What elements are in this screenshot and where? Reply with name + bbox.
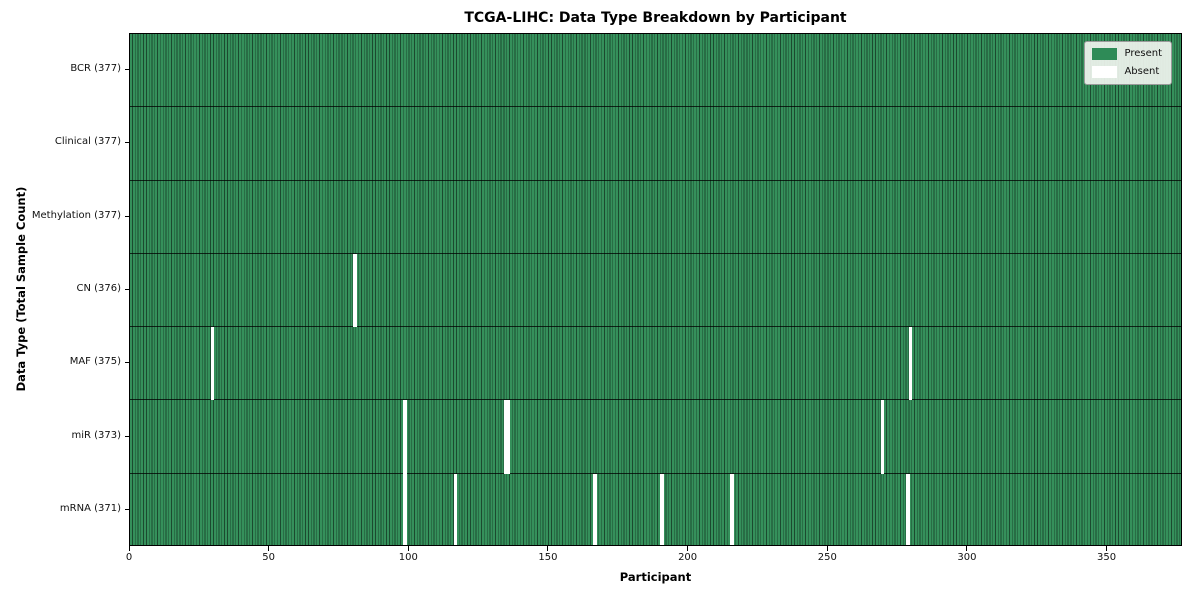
absent-marker	[660, 473, 664, 545]
legend-item-present: Present	[1092, 48, 1162, 60]
x-tick	[547, 546, 549, 551]
absent-marker	[403, 400, 407, 474]
absent-marker	[593, 473, 597, 545]
chart-title: TCGA-LIHC: Data Type Breakdown by Partic…	[464, 10, 847, 26]
y-tick	[124, 69, 129, 71]
x-tick-label: 350	[1097, 552, 1117, 563]
legend: Present Absent	[1084, 41, 1172, 85]
present-swatch-icon	[1092, 48, 1118, 60]
y-tick-label: CN (376)	[76, 283, 121, 294]
heatmap-row-mrna	[130, 473, 1181, 545]
legend-label-absent: Absent	[1124, 66, 1160, 77]
absent-marker	[908, 327, 913, 401]
y-tick-label: Clinical (377)	[54, 136, 121, 148]
absent-marker	[353, 253, 357, 328]
x-tick-label: 300	[957, 552, 977, 563]
x-tick-label: 150	[538, 552, 558, 563]
x-tick-label: 100	[398, 552, 418, 563]
heatmap-row-cn	[130, 253, 1181, 328]
x-tick-label: 200	[678, 552, 698, 563]
y-tick-label: Methylation (377)	[31, 209, 121, 221]
absent-marker	[730, 473, 734, 545]
heatmap-row-clinical	[130, 107, 1181, 181]
heatmap-row-bcr	[130, 34, 1181, 108]
heatmap-row-maf	[130, 327, 1181, 401]
y-tick-label: BCR (377)	[70, 63, 121, 75]
x-tick	[407, 546, 409, 551]
absent-marker	[906, 473, 910, 545]
plot-area: Present Absent	[129, 33, 1182, 546]
absent-marker	[210, 327, 215, 401]
y-tick	[124, 142, 129, 144]
x-tick	[966, 546, 968, 551]
absent-marker	[506, 400, 511, 474]
legend-label-present: Present	[1124, 48, 1162, 59]
y-tick	[124, 215, 129, 217]
y-tick	[124, 435, 129, 437]
y-tick	[124, 508, 129, 510]
x-tick	[268, 546, 270, 551]
y-tick	[124, 362, 129, 364]
legend-item-absent: Absent	[1092, 66, 1162, 78]
y-tick-label: MAF (375)	[69, 356, 121, 368]
heatmap-row-methylation	[130, 180, 1181, 254]
x-tick	[1106, 546, 1108, 551]
x-axis-label: Participant	[619, 570, 692, 584]
heatmap-row-mir	[130, 400, 1181, 474]
x-tick-label: 50	[262, 552, 275, 563]
x-tick-label: 250	[817, 552, 837, 563]
absent-marker	[403, 473, 407, 545]
x-tick-label: 0	[125, 552, 133, 563]
absent-marker	[881, 400, 885, 474]
x-tick	[687, 546, 689, 551]
absent-marker	[503, 400, 508, 474]
absent-marker	[453, 473, 458, 545]
x-tick	[826, 546, 828, 551]
y-tick	[124, 289, 129, 290]
y-tick-label: mRNA (371)	[59, 502, 121, 514]
y-tick-label: miR (373)	[71, 429, 121, 441]
x-tick	[128, 546, 130, 551]
absent-swatch-icon	[1092, 66, 1118, 78]
